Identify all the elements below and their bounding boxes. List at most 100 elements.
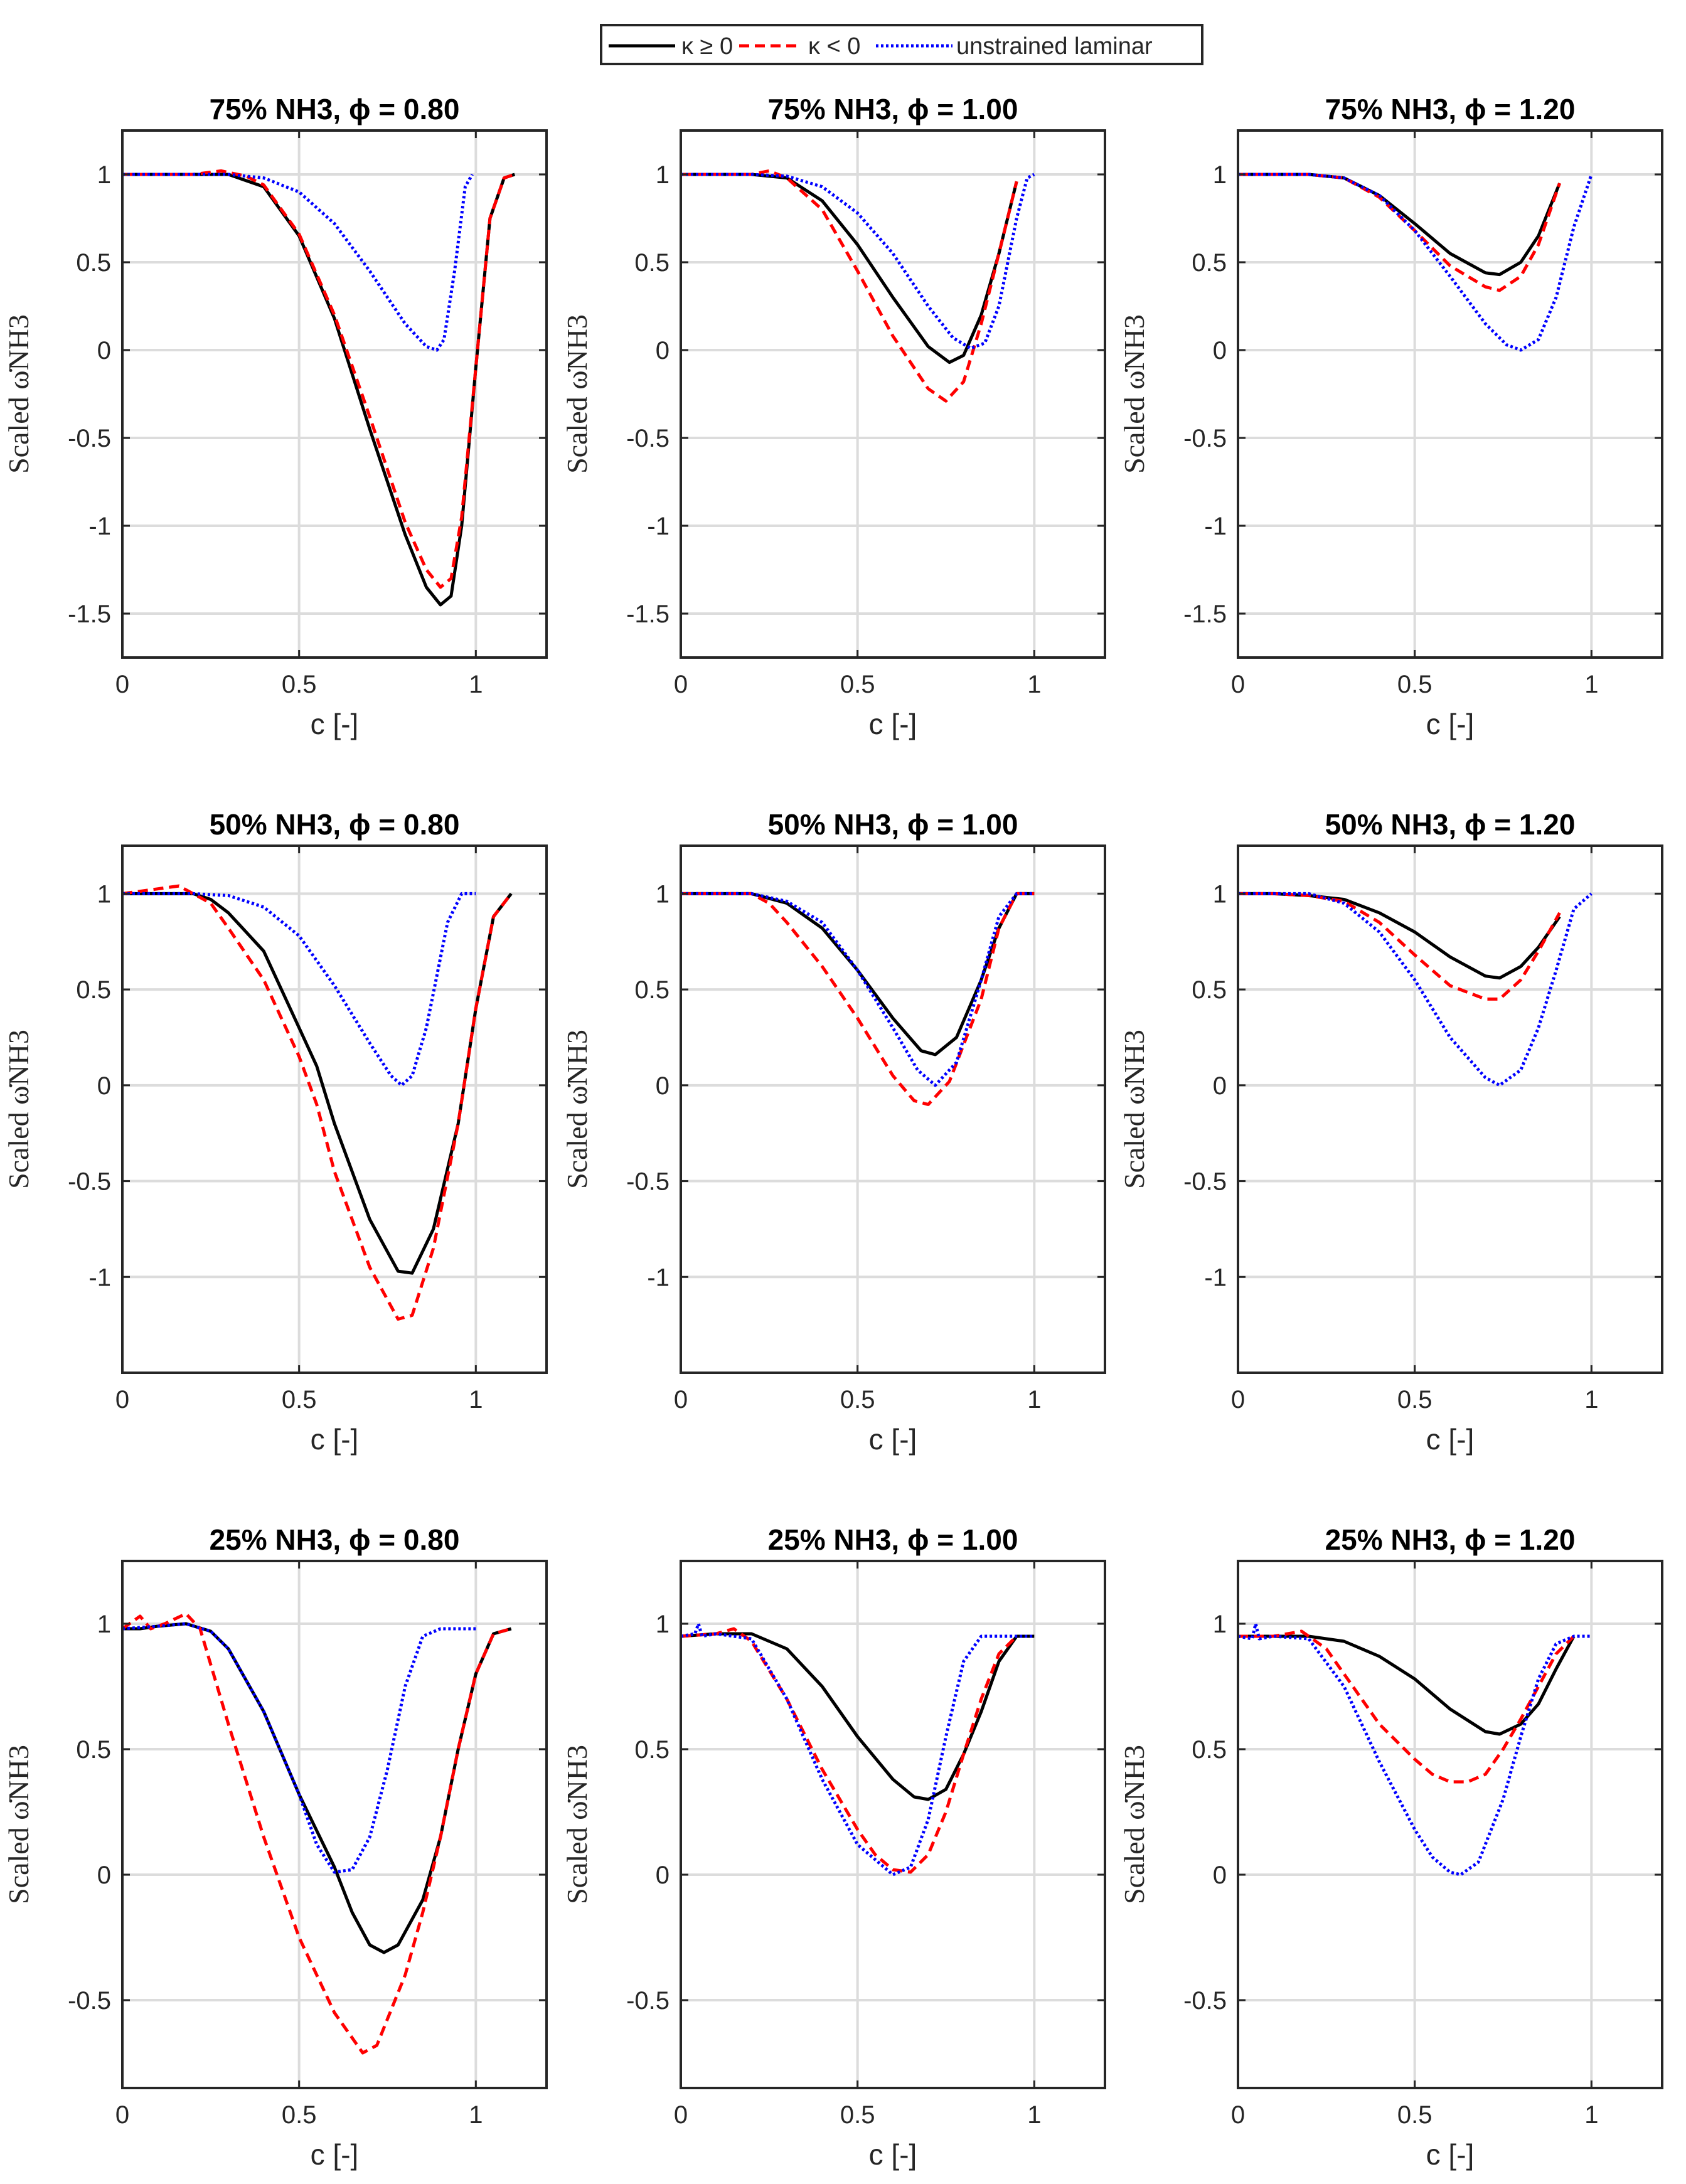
x-tick-label: 0.5 <box>1397 1386 1433 1414</box>
series-line-unstrained-laminar <box>1238 892 1593 1087</box>
series-line-unstrained-laminar <box>680 1622 1035 1877</box>
chart-title: 50% NH3, ϕ = 1.00 <box>768 808 1018 841</box>
y-tick-label: 1 <box>656 880 670 908</box>
y-tick-label: -1 <box>1204 513 1227 540</box>
x-tick-label: 0 <box>115 1386 129 1414</box>
y-tick-label: 0.5 <box>76 1736 111 1764</box>
plot-area <box>681 1561 1105 2088</box>
y-tick-label: 0.5 <box>1192 249 1227 277</box>
x-tick-label: 0 <box>1231 1386 1245 1414</box>
plot-area <box>122 131 547 658</box>
series-line-kappa-negative <box>122 884 513 1321</box>
y-tick-label: 0 <box>1213 337 1227 365</box>
x-tick-label: 0.5 <box>282 671 317 698</box>
y-tick-label: -0.5 <box>68 1987 111 2015</box>
x-tick-label: 0.5 <box>1397 671 1433 698</box>
x-tick-label: 0.5 <box>840 1386 875 1414</box>
x-axis-label: c [-] <box>1426 1423 1475 1456</box>
x-axis-label: c [-] <box>1426 2138 1475 2171</box>
y-tick-label: 1 <box>1213 1611 1227 1638</box>
plot-area <box>681 846 1105 1373</box>
x-tick-label: 0 <box>115 2101 129 2129</box>
plot-area <box>1238 131 1662 658</box>
y-tick-label: -1.5 <box>68 600 111 628</box>
y-axis-label: Scaled ω̇NH3 <box>561 1745 593 1904</box>
axes-box <box>680 1560 1106 2089</box>
y-tick-label: -0.5 <box>1183 1987 1227 2015</box>
axes-box <box>1237 844 1663 1374</box>
x-tick-label: 1 <box>1027 671 1041 698</box>
x-tick-label: 0 <box>115 671 129 698</box>
chart-panel-6: 0 0.5 1 1 0.5 0 -0.5 -1 50% NH3, ϕ = 1.20 c [-] Sc… <box>1118 808 1663 1456</box>
y-axis-label: Scaled ω̇NH3 <box>3 1030 35 1189</box>
y-tick-label: -1 <box>647 513 670 540</box>
chart-panel-1: 0 0.5 1 1 0.5 0 -0.5 -1 -1.5 75% NH3, ϕ = 0.80 c [… <box>3 93 548 740</box>
series-line-kappa-negative <box>1238 173 1561 292</box>
chart-panel-4: 0 0.5 1 1 0.5 0 -0.5 -1 50% NH3, ϕ = 0.80 c [-] Sc… <box>3 808 548 1456</box>
y-tick-label: 0.5 <box>76 249 111 277</box>
y-tick-label: 1 <box>97 1611 111 1638</box>
legend: κ ≥ 0 κ < 0 unstrained laminar <box>600 24 1203 65</box>
y-tick-label: 1 <box>1213 161 1227 189</box>
y-tick-label: -1.5 <box>1183 600 1227 628</box>
axes-box <box>121 129 548 659</box>
series-line-kappa-negative <box>1238 1629 1575 1784</box>
x-axis-label: c [-] <box>1426 708 1475 740</box>
x-tick-label: 1 <box>1027 2101 1041 2129</box>
x-tick-label: 0.5 <box>282 2101 317 2129</box>
x-tick-label: 1 <box>1584 671 1598 698</box>
plot-area <box>681 131 1105 658</box>
y-axis-label: Scaled ω̇NH3 <box>561 1030 593 1189</box>
axes-box <box>680 129 1106 659</box>
plot-area <box>122 846 547 1373</box>
y-tick-label: 0 <box>656 337 670 365</box>
y-tick-label: -0.5 <box>626 1987 670 2015</box>
axes-box <box>121 844 548 1374</box>
y-tick-label: 0 <box>97 337 111 365</box>
plot-area <box>122 1561 547 2088</box>
y-tick-label: 0 <box>656 1862 670 1889</box>
chart-title: 75% NH3, ϕ = 0.80 <box>210 93 460 125</box>
series-line-kappa-negative <box>680 1627 1018 1874</box>
axes-box <box>121 1560 548 2089</box>
y-axis-label: Scaled ω̇NH3 <box>3 1745 35 1904</box>
x-axis-label: c [-] <box>311 1423 359 1456</box>
series-line-kappa-negative <box>681 169 1018 403</box>
series-line-unstrained-laminar <box>122 173 474 352</box>
x-axis-label: c [-] <box>311 708 359 740</box>
plot-area <box>1238 1561 1662 2088</box>
chart-panel-9: 0 0.5 1 1 0.5 0 -0.5 25% NH3, ϕ = 1.20 c [-] Scal… <box>1118 1523 1663 2171</box>
panel-grid: 0 0.5 1 1 0.5 0 -0.5 -1 -1.5 75% NH3, ϕ = 0.80 c [… <box>3 93 1663 2171</box>
y-tick-label: -0.5 <box>626 1168 670 1196</box>
y-tick-label: -1 <box>88 513 111 540</box>
y-axis-label: Scaled ω̇NH3 <box>561 314 593 474</box>
y-tick-label: -1 <box>647 1264 670 1291</box>
series-line-unstrained-laminar <box>681 892 1035 1087</box>
y-tick-label: 0.5 <box>634 1736 670 1764</box>
y-tick-label: 1 <box>656 161 670 189</box>
series-line-kappa-negative <box>681 892 1035 1106</box>
plot-area <box>1238 846 1662 1373</box>
y-tick-label: -0.5 <box>68 1168 111 1196</box>
series-line-kappa-positive <box>122 173 516 607</box>
x-tick-label: 0.5 <box>840 671 875 698</box>
y-tick-label: 0 <box>1213 1862 1227 1889</box>
y-tick-label: -0.5 <box>1183 425 1227 452</box>
y-tick-label: 0.5 <box>1192 1736 1227 1764</box>
x-tick-label: 1 <box>1584 2101 1598 2129</box>
x-axis-label: c [-] <box>311 2138 359 2171</box>
chart-title: 75% NH3, ϕ = 1.00 <box>768 93 1018 125</box>
legend-label-0: κ ≥ 0 <box>681 33 733 60</box>
axes-box <box>1237 1560 1663 2089</box>
y-tick-label: 0 <box>1213 1072 1227 1100</box>
chart-title: 25% NH3, ϕ = 1.00 <box>768 1523 1018 1556</box>
series-line-kappa-negative <box>121 1612 512 2055</box>
series-line-kappa-positive <box>680 1632 1035 1801</box>
chart-panel-8: 0 0.5 1 1 0.5 0 -0.5 25% NH3, ϕ = 1.00 c [-] Scal… <box>561 1523 1106 2171</box>
x-tick-label: 0.5 <box>840 2101 875 2129</box>
chart-panel-2: 0 0.5 1 1 0.5 0 -0.5 -1 -1.5 75% NH3, ϕ = 1.00 c [… <box>561 93 1106 740</box>
y-tick-label: 0 <box>97 1072 111 1100</box>
chart-title: 50% NH3, ϕ = 0.80 <box>210 808 460 841</box>
y-tick-label: -0.5 <box>626 425 670 452</box>
series-line-unstrained-laminar <box>1238 173 1593 352</box>
